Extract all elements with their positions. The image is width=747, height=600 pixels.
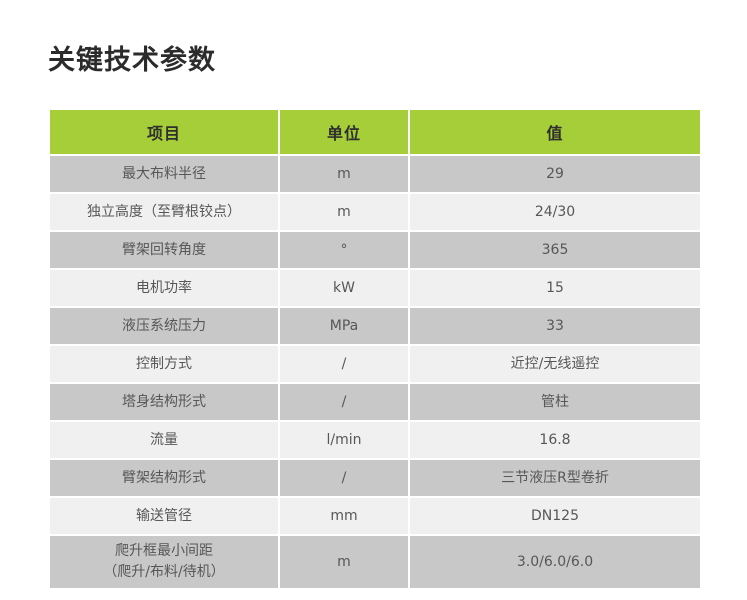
key-technical-parameters-table: 项目 单位 值 最大布料半径 m 29 独立高度（至臂根铰点） m 24/30 …	[48, 108, 702, 590]
table-row: 液压系统压力 MPa 33	[50, 308, 700, 344]
cell-unit: m	[280, 194, 408, 230]
cell-unit: kW	[280, 270, 408, 306]
cell-item: 臂架结构形式	[50, 460, 278, 496]
cell-unit: /	[280, 460, 408, 496]
cell-value: 3.0/6.0/6.0	[410, 536, 700, 588]
cell-value: 365	[410, 232, 700, 268]
table-body: 最大布料半径 m 29 独立高度（至臂根铰点） m 24/30 臂架回转角度 °…	[50, 156, 700, 588]
cell-value: 29	[410, 156, 700, 192]
cell-item: 塔身结构形式	[50, 384, 278, 420]
cell-item: 最大布料半径	[50, 156, 278, 192]
cell-item: 流量	[50, 422, 278, 458]
cell-value: 24/30	[410, 194, 700, 230]
cell-value: 管柱	[410, 384, 700, 420]
cell-value: DN125	[410, 498, 700, 534]
cell-value: 15	[410, 270, 700, 306]
table-header: 项目 单位 值	[50, 110, 700, 154]
cell-item: 输送管径	[50, 498, 278, 534]
table-row: 流量 l/min 16.8	[50, 422, 700, 458]
cell-item: 独立高度（至臂根铰点）	[50, 194, 278, 230]
cell-item: 爬升框最小间距 （爬升/布料/待机）	[50, 536, 278, 588]
column-header-item: 项目	[50, 110, 278, 154]
cell-item-line1: 爬升框最小间距	[115, 543, 213, 559]
cell-item-line2: （爬升/布料/待机）	[103, 564, 225, 580]
table-header-row: 项目 单位 值	[50, 110, 700, 154]
table-row: 独立高度（至臂根铰点） m 24/30	[50, 194, 700, 230]
cell-unit: l/min	[280, 422, 408, 458]
cell-unit: m	[280, 536, 408, 588]
cell-unit: /	[280, 346, 408, 382]
cell-unit: °	[280, 232, 408, 268]
cell-item: 电机功率	[50, 270, 278, 306]
cell-unit: /	[280, 384, 408, 420]
cell-value: 33	[410, 308, 700, 344]
cell-item: 控制方式	[50, 346, 278, 382]
table-row: 臂架回转角度 ° 365	[50, 232, 700, 268]
column-header-value: 值	[410, 110, 700, 154]
table-row: 爬升框最小间距 （爬升/布料/待机） m 3.0/6.0/6.0	[50, 536, 700, 588]
table-row: 臂架结构形式 / 三节液压R型卷折	[50, 460, 700, 496]
table-row: 塔身结构形式 / 管柱	[50, 384, 700, 420]
table-row: 输送管径 mm DN125	[50, 498, 700, 534]
cell-unit: m	[280, 156, 408, 192]
cell-item: 臂架回转角度	[50, 232, 278, 268]
cell-unit: MPa	[280, 308, 408, 344]
page-title: 关键技术参数	[48, 45, 216, 76]
cell-value: 近控/无线遥控	[410, 346, 700, 382]
table-row: 最大布料半径 m 29	[50, 156, 700, 192]
table-row: 电机功率 kW 15	[50, 270, 700, 306]
cell-value: 三节液压R型卷折	[410, 460, 700, 496]
table-row: 控制方式 / 近控/无线遥控	[50, 346, 700, 382]
column-header-unit: 单位	[280, 110, 408, 154]
cell-unit: mm	[280, 498, 408, 534]
cell-item: 液压系统压力	[50, 308, 278, 344]
cell-value: 16.8	[410, 422, 700, 458]
